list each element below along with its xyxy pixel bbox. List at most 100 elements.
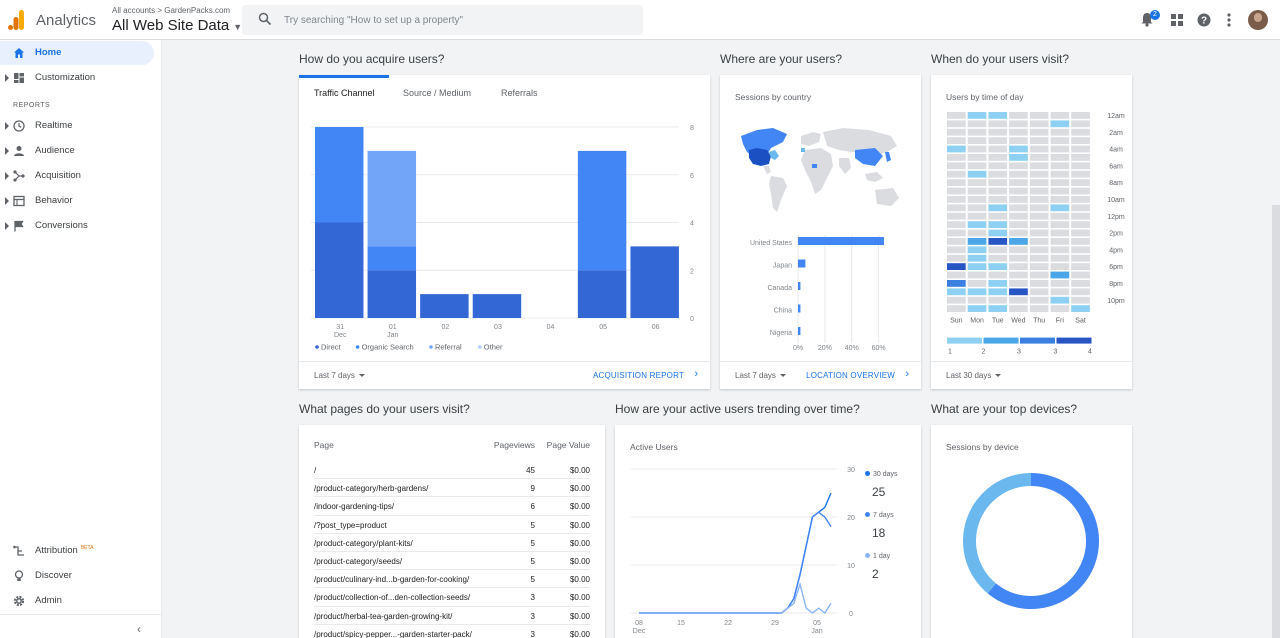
sidebar-item-realtime[interactable]: Realtime <box>0 114 154 138</box>
heatmap-cell <box>1071 246 1090 254</box>
column-header-page-value[interactable]: Page Value <box>546 440 590 450</box>
page-path[interactable]: /product-category/seeds/ <box>314 556 403 566</box>
table-row[interactable]: /product/culinary-ind...b-garden-for-coo… <box>314 570 590 589</box>
heatmap-cell <box>1009 187 1028 195</box>
table-row[interactable]: /indoor-gardening-tips/6 $0.00 <box>314 497 590 516</box>
sidebar-item-audience[interactable]: Audience <box>0 139 154 163</box>
heatmap-cell <box>1029 170 1049 178</box>
heatmap-cell <box>967 305 987 312</box>
collapse-sidebar-icon[interactable]: ‹ <box>137 622 141 636</box>
sidebar-item-attribution[interactable]: Attribution BETA <box>0 539 154 563</box>
x-tick-label: 40% <box>845 345 859 352</box>
page-path[interactable]: / <box>314 466 317 475</box>
x-tick-label: 03 <box>494 324 502 331</box>
acquire-section-title: How do you acquire users? <box>299 52 445 66</box>
page-path[interactable]: /?post_type=product <box>314 520 387 530</box>
table-row[interactable]: / 45 $0.00 <box>314 461 590 480</box>
acquisition-icon <box>13 170 25 182</box>
sidebar-item-conversions[interactable]: Conversions <box>0 214 154 238</box>
heatmap-cell <box>1029 280 1049 287</box>
legend-swatch <box>983 337 1019 344</box>
table-row[interactable]: /product-category/plant-kits/5 $0.00 <box>314 534 590 552</box>
page-path[interactable]: /product/spicy-pepper...-garden-starter-… <box>314 629 472 638</box>
apps-icon[interactable] <box>1171 14 1183 26</box>
heatmap-cell <box>967 204 987 212</box>
heatmap-cell <box>967 221 987 228</box>
sidebar-item-label: Discover <box>35 570 72 581</box>
where-section-title: Where are your users? <box>720 52 843 66</box>
heatmap-cell <box>967 112 987 119</box>
table-row[interactable]: /product-category/herb-gardens/9 $0.00 <box>314 479 590 498</box>
chevron-right-icon[interactable]: › <box>905 368 909 380</box>
bell-icon[interactable] <box>1140 12 1154 27</box>
column-header-pageviews[interactable]: Pageviews <box>493 440 535 450</box>
heatmap-cell <box>1029 229 1049 237</box>
account-breadcrumb[interactable]: All accounts > GardenPacks.com <box>112 6 231 15</box>
sidebar-item-behavior[interactable]: Behavior <box>0 189 154 213</box>
sidebar-item-admin[interactable]: Admin <box>0 589 154 613</box>
x-tick-label: 60% <box>872 345 886 352</box>
page-path[interactable]: /product/collection-of...den-collection-… <box>314 593 471 603</box>
category-label: Japan <box>773 263 792 270</box>
sidebar-item-label: Admin <box>35 595 62 606</box>
heatmap-cell <box>1009 145 1028 153</box>
table-row[interactable]: /product/collection-of...den-collection-… <box>314 588 590 607</box>
column-header-page[interactable]: Page <box>314 440 334 450</box>
legend-swatch <box>1056 337 1092 344</box>
day-label: Tue <box>992 318 1004 325</box>
heatmap-cell <box>947 221 966 228</box>
table-row[interactable]: /product/spicy-pepper...-garden-starter-… <box>314 625 590 638</box>
bulb-icon <box>14 570 24 581</box>
sidebar-item-discover[interactable]: Discover <box>0 564 154 588</box>
scrollbar[interactable] <box>1272 205 1280 638</box>
heatmap-cell <box>1050 162 1070 170</box>
page-path[interactable]: /product/herbal-tea-garden-growing-kit/ <box>314 611 453 621</box>
heatmap-cell <box>947 120 966 128</box>
y-tick-label: 2 <box>690 268 694 275</box>
sidebar-item-customization[interactable]: Customization <box>0 66 154 90</box>
help-icon[interactable]: ? <box>1197 13 1211 27</box>
page-path[interactable]: /product/culinary-ind...b-garden-for-coo… <box>314 575 470 585</box>
avatar[interactable] <box>1248 10 1268 30</box>
heatmap-cell <box>1009 221 1028 228</box>
view-selector[interactable]: All Web Site Data ▼ <box>112 17 242 34</box>
heatmap-cell <box>1009 229 1028 237</box>
sidebar-item-acquisition[interactable]: Acquisition <box>0 164 154 188</box>
heatmap-cell <box>988 263 1008 270</box>
beta-badge: BETA <box>80 545 94 551</box>
sidebar-item-label: Acquisition <box>35 170 81 181</box>
more-vert-icon[interactable] <box>1227 13 1231 27</box>
bar-segment <box>577 150 627 271</box>
y-tick-label: 10 <box>847 563 855 570</box>
date-range-selector[interactable]: Last 7 days <box>314 371 365 380</box>
page-path[interactable]: /product-category/herb-gardens/ <box>314 484 429 494</box>
date-range-selector[interactable]: Last 30 days <box>946 371 1001 380</box>
bar-segment <box>367 246 417 271</box>
date-range-selector[interactable]: Last 7 days <box>735 371 786 380</box>
heatmap-cell <box>988 128 1008 136</box>
sidebar-item-home[interactable]: Home <box>0 41 154 65</box>
heatmap-cell <box>1071 263 1090 270</box>
chevron-right-icon[interactable]: › <box>694 368 698 380</box>
location-overview-link[interactable]: LOCATION OVERVIEW <box>806 371 895 380</box>
page-path[interactable]: /product-category/plant-kits/ <box>314 538 413 548</box>
table-row[interactable]: /product/herbal-tea-garden-growing-kit/3… <box>314 607 590 625</box>
x-tick-label: 01 <box>389 324 397 331</box>
tab-traffic-channel[interactable]: Traffic Channel <box>314 88 375 98</box>
device-donut-chart <box>963 473 1099 609</box>
analytics-logo[interactable] <box>8 10 24 30</box>
table-row[interactable]: /?post_type=product 5 $0.00 <box>314 516 590 534</box>
tab-source-medium[interactable]: Source / Medium <box>403 88 472 98</box>
search-box[interactable] <box>242 5 643 35</box>
tab-referrals[interactable]: Referrals <box>501 88 538 98</box>
pageviews-value: 3 <box>530 611 535 621</box>
table-row[interactable]: /product-category/seeds/5 $0.00 <box>314 552 590 571</box>
x-tick-label: 04 <box>547 324 555 331</box>
acquisition-report-link[interactable]: ACQUISITION REPORT <box>592 371 684 380</box>
heatmap-cell <box>967 128 987 136</box>
legend-label: Direct <box>321 343 342 352</box>
page-path[interactable]: /indoor-gardening-tips/ <box>314 502 395 512</box>
hour-label: 12pm <box>1107 214 1125 221</box>
search-input[interactable] <box>284 10 624 30</box>
